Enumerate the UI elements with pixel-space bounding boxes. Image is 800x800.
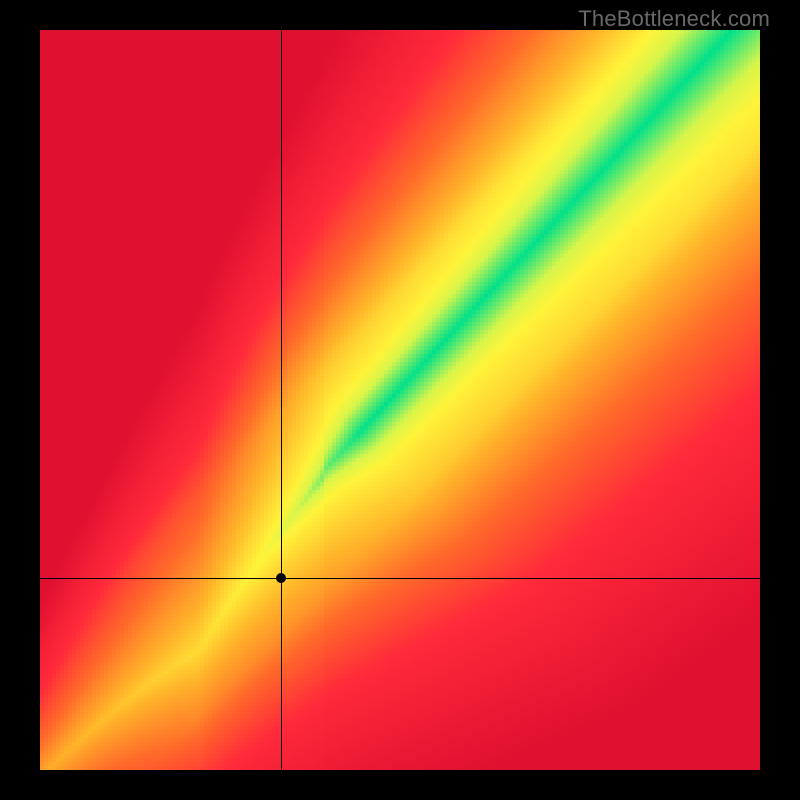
crosshair-horizontal-line [40, 578, 760, 579]
heatmap-plot-area [40, 30, 760, 770]
selection-marker-dot [276, 573, 286, 583]
crosshair-vertical-line [281, 30, 282, 770]
watermark-text: TheBottleneck.com [578, 6, 770, 32]
bottleneck-heatmap-canvas [40, 30, 760, 770]
